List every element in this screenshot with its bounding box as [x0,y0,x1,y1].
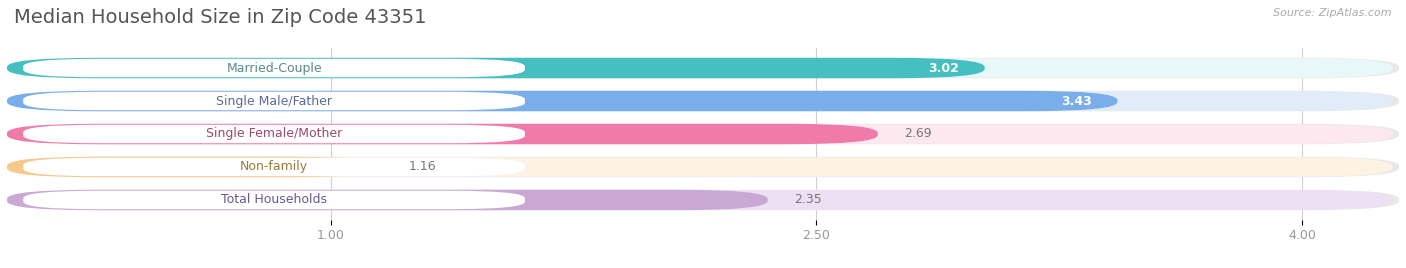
Text: 3.43: 3.43 [1060,95,1091,107]
Text: Single Male/Father: Single Male/Father [217,95,332,107]
Text: Total Households: Total Households [221,193,328,206]
FancyBboxPatch shape [14,124,1392,144]
Text: Single Female/Mother: Single Female/Mother [205,128,342,140]
FancyBboxPatch shape [7,124,1399,144]
Text: Median Household Size in Zip Code 43351: Median Household Size in Zip Code 43351 [14,8,426,27]
FancyBboxPatch shape [7,190,768,210]
FancyBboxPatch shape [7,157,382,177]
FancyBboxPatch shape [14,91,1392,111]
FancyBboxPatch shape [24,59,524,77]
Text: 1.16: 1.16 [408,161,436,173]
Text: 2.35: 2.35 [793,193,821,206]
FancyBboxPatch shape [14,58,1392,78]
Text: Married-Couple: Married-Couple [226,62,322,75]
FancyBboxPatch shape [7,124,877,144]
Text: 2.69: 2.69 [904,128,931,140]
FancyBboxPatch shape [7,91,1399,111]
FancyBboxPatch shape [24,92,524,110]
FancyBboxPatch shape [24,125,524,143]
FancyBboxPatch shape [7,58,984,78]
FancyBboxPatch shape [14,190,1392,210]
FancyBboxPatch shape [7,91,1118,111]
FancyBboxPatch shape [7,157,1399,177]
FancyBboxPatch shape [24,158,524,176]
FancyBboxPatch shape [7,190,1399,210]
Text: Non-family: Non-family [240,161,308,173]
Text: Source: ZipAtlas.com: Source: ZipAtlas.com [1274,8,1392,18]
Text: 3.02: 3.02 [928,62,959,75]
FancyBboxPatch shape [14,157,1392,177]
FancyBboxPatch shape [7,58,1399,78]
FancyBboxPatch shape [24,191,524,209]
